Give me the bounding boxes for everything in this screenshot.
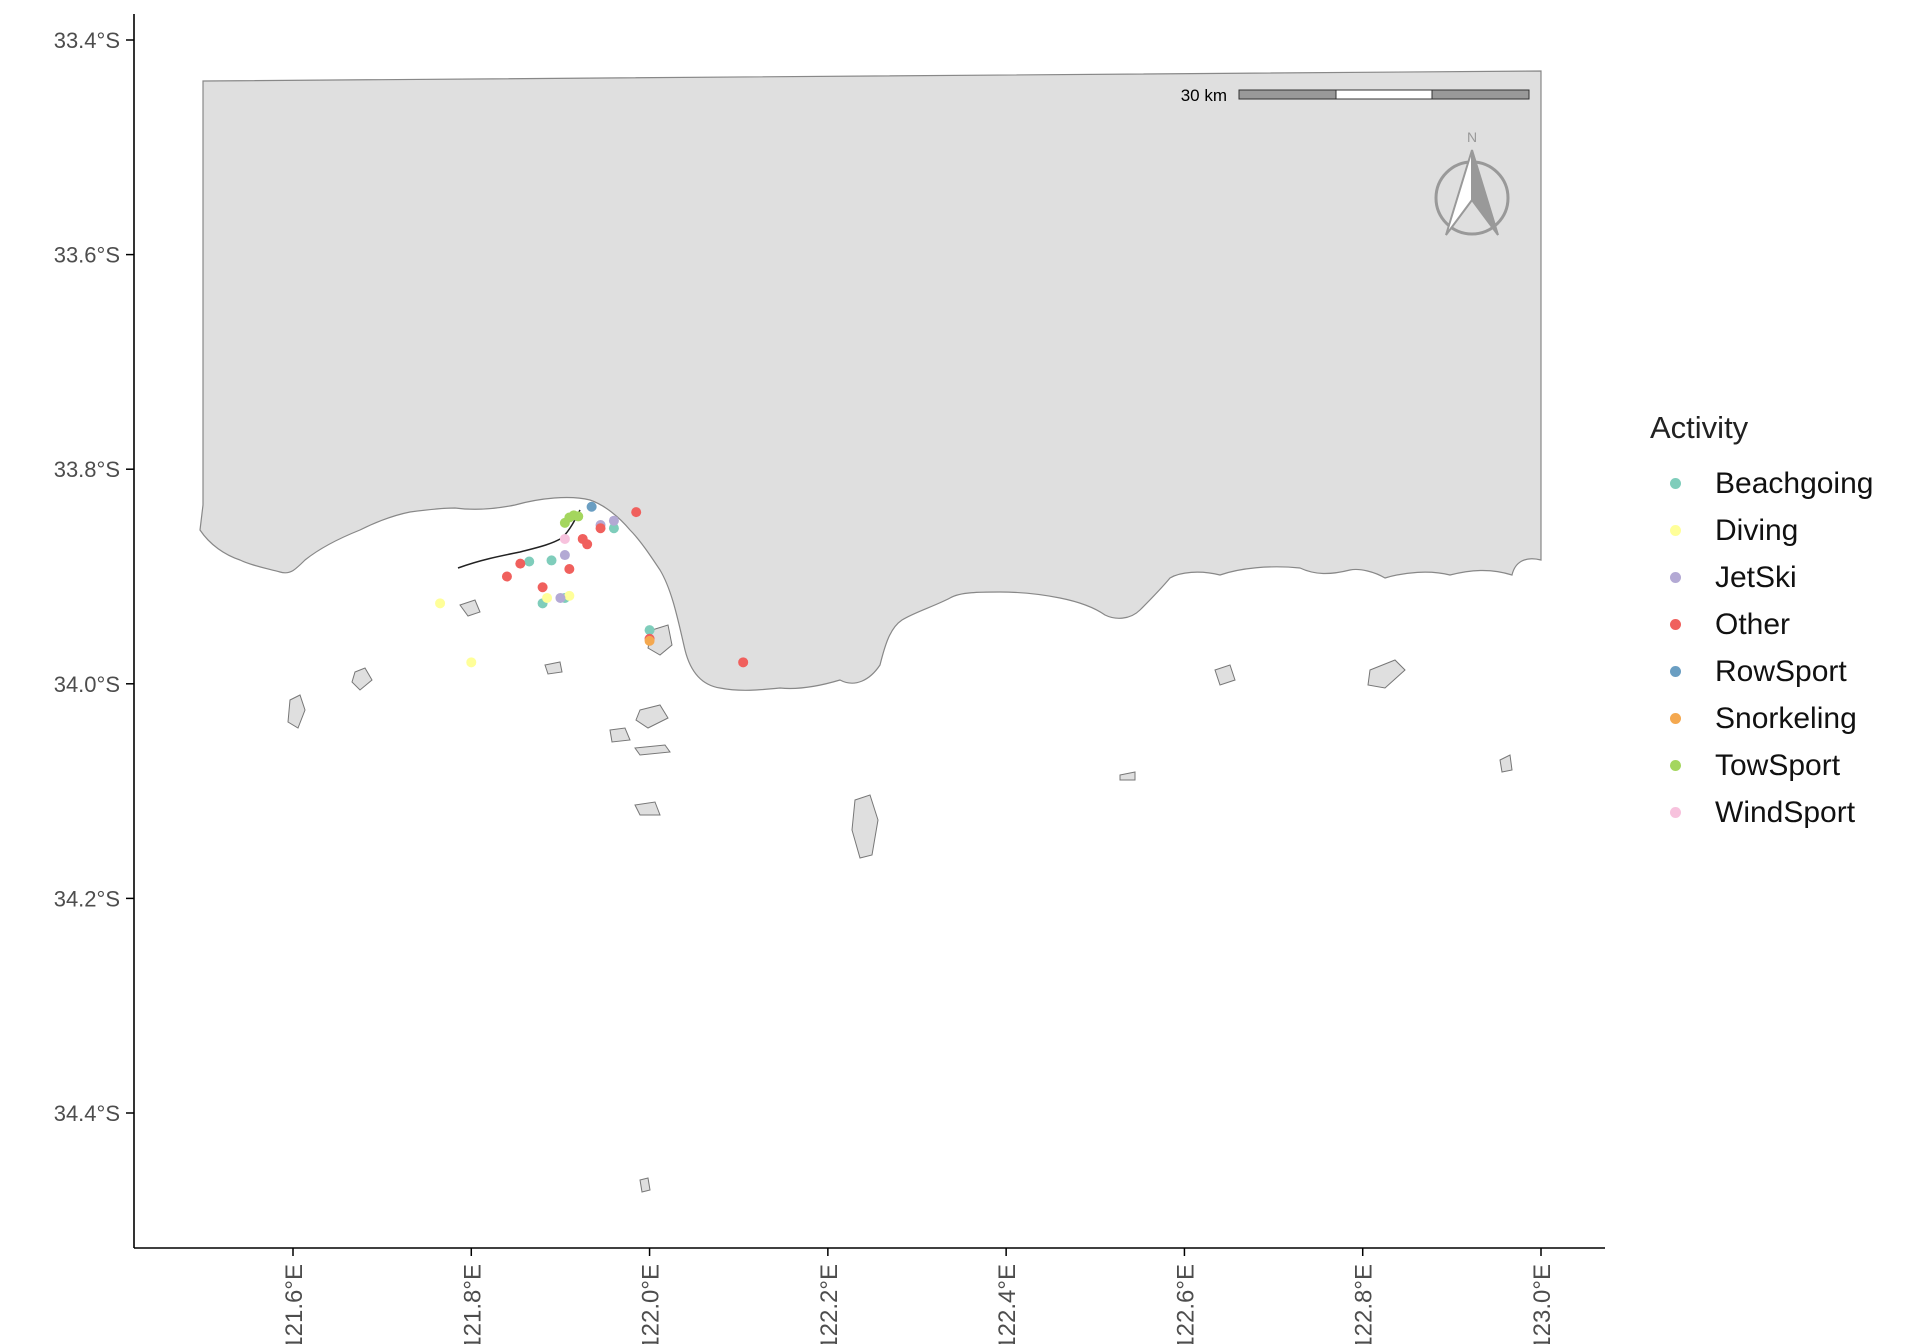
- y-tick-label: 33.8°S: [54, 457, 120, 482]
- legend-items: Beachgoing Diving JetSki Other RowSport Snork…: [1650, 460, 1910, 836]
- x-tick-label: 122.0°E: [638, 1264, 665, 1344]
- island: [634, 801, 661, 816]
- legend-swatch: [1670, 525, 1681, 536]
- island: [287, 694, 306, 729]
- data-point-other: [537, 582, 548, 593]
- legend-item-windsport: WindSport: [1650, 789, 1910, 836]
- data-point-jetski: [559, 550, 570, 561]
- island: [609, 727, 631, 743]
- island: [1214, 664, 1236, 686]
- scale-bar-segment: [1238, 89, 1337, 100]
- legend-swatch: [1670, 478, 1681, 489]
- island: [639, 1177, 651, 1193]
- land-polygon: [199, 70, 1542, 691]
- scale-bar: 30 km: [1181, 86, 1530, 105]
- island: [351, 667, 373, 691]
- y-tick-label: 33.6°S: [54, 243, 120, 268]
- island: [851, 794, 879, 859]
- x-tick-label: 121.6°E: [281, 1264, 308, 1344]
- x-tick-label: 122.8°E: [1351, 1264, 1378, 1344]
- x-tick-label: 123.0°E: [1529, 1264, 1556, 1344]
- legend-item-other: Other: [1650, 601, 1910, 648]
- data-point-beachgoing: [524, 556, 535, 567]
- x-ticks: 121.6°E 121.8°E 122.0°E 122.2°E 122.4°E 122.6…: [281, 1248, 1556, 1344]
- legend-item-diving: Diving: [1650, 507, 1910, 554]
- legend-swatch: [1670, 807, 1681, 818]
- legend-label: JetSki: [1715, 560, 1797, 594]
- island: [635, 704, 669, 729]
- island: [1499, 754, 1513, 773]
- island: [459, 599, 481, 617]
- data-point-diving: [564, 590, 575, 601]
- data-point-snorkeling: [644, 635, 655, 646]
- axes: [133, 14, 1605, 1249]
- legend-label: Diving: [1715, 513, 1799, 547]
- legend-item-towsport: TowSport: [1650, 742, 1910, 789]
- x-tick-label: 122.2°E: [816, 1264, 843, 1344]
- island: [634, 744, 671, 756]
- islands: [287, 599, 1513, 1193]
- data-point-towsport: [573, 511, 584, 522]
- legend-item-jetski: JetSki: [1650, 554, 1910, 601]
- y-tick-label: 33.4°S: [54, 28, 120, 53]
- y-tick-label: 34.0°S: [54, 672, 120, 697]
- data-point-beachgoing: [608, 523, 619, 534]
- data-point-beachgoing: [644, 625, 655, 636]
- legend-label: Snorkeling: [1715, 701, 1857, 735]
- legend-label: RowSport: [1715, 654, 1847, 688]
- legend-swatch: [1670, 760, 1681, 771]
- legend-item-snorkeling: Snorkeling: [1650, 695, 1910, 742]
- data-point-windsport: [559, 533, 570, 544]
- north-arrow-label: N: [1467, 129, 1477, 145]
- legend-label: Other: [1715, 607, 1791, 641]
- data-point-diving: [466, 657, 477, 668]
- data-point-other: [582, 539, 593, 550]
- legend-swatch: [1670, 572, 1681, 583]
- legend-title: Activity: [1650, 410, 1749, 445]
- legend-swatch: [1670, 619, 1681, 630]
- island: [544, 661, 563, 675]
- scale-bar-segment: [1335, 89, 1433, 100]
- legend-label: Beachgoing: [1715, 466, 1874, 500]
- data-points: [435, 501, 749, 668]
- legend-item-beachgoing: Beachgoing: [1650, 460, 1910, 507]
- x-tick-label: 122.6°E: [1172, 1264, 1199, 1344]
- island: [1367, 659, 1406, 689]
- data-point-rowsport: [586, 501, 597, 512]
- coast-highlight: [457, 509, 581, 569]
- data-point-other: [738, 657, 749, 668]
- data-point-diving: [542, 592, 553, 603]
- y-tick-label: 34.2°S: [54, 886, 120, 911]
- scale-bar-segment: [1431, 89, 1530, 100]
- north-arrow-icon: N: [1434, 129, 1510, 236]
- data-point-jetski: [555, 592, 566, 603]
- legend-swatch: [1670, 713, 1681, 724]
- x-tick-label: 121.8°E: [459, 1264, 486, 1344]
- data-point-other: [631, 507, 642, 518]
- legend-label: WindSport: [1715, 795, 1856, 829]
- legend: Activity Beachgoing Diving JetSki Other RowS…: [1650, 410, 1910, 836]
- legend-swatch: [1670, 666, 1681, 677]
- y-ticks: 33.4°S 33.6°S 33.8°S 34.0°S 34.2°S 34.4°S: [54, 28, 134, 1126]
- data-point-beachgoing: [546, 555, 557, 566]
- legend-item-rowsport: RowSport: [1650, 648, 1910, 695]
- data-point-other: [564, 563, 575, 574]
- data-point-other: [501, 571, 512, 582]
- island: [1119, 771, 1136, 781]
- data-point-jetski: [608, 515, 619, 526]
- data-point-diving: [435, 598, 446, 609]
- y-tick-label: 34.4°S: [54, 1101, 120, 1126]
- x-tick-label: 122.4°E: [994, 1264, 1021, 1344]
- scale-bar-label: 30 km: [1181, 86, 1227, 105]
- data-point-other: [515, 558, 526, 569]
- data-point-other: [595, 523, 606, 534]
- legend-label: TowSport: [1715, 748, 1841, 782]
